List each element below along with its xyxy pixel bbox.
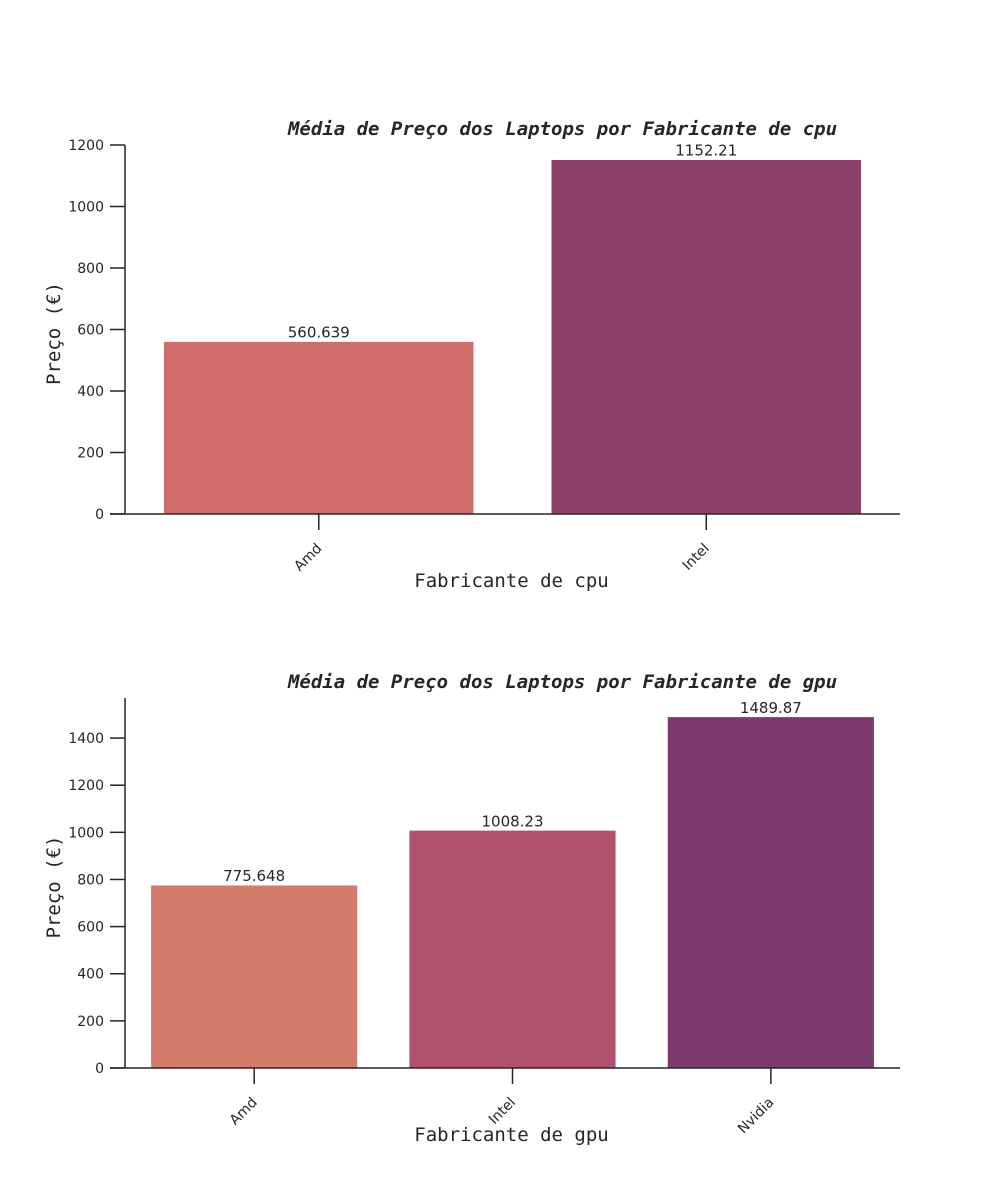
y-tick-label: 200 bbox=[77, 1014, 104, 1030]
y-tick-label: 600 bbox=[77, 323, 104, 339]
chart-2: Média de Preço dos Laptops por Fabricant… bbox=[43, 671, 900, 1146]
y-tick-label: 0 bbox=[95, 1061, 104, 1077]
x-tick-label-nvidia: Nvidia bbox=[735, 1095, 777, 1137]
x-axis-label: Fabricante de cpu bbox=[414, 570, 608, 592]
y-tick-label: 1000 bbox=[68, 200, 104, 216]
chart-1: Média de Preço dos Laptops por Fabricant… bbox=[43, 118, 900, 592]
bar-nvidia bbox=[667, 716, 875, 1069]
bar-value-label: 775.648 bbox=[223, 867, 285, 885]
x-tick-label-amd: Amd bbox=[227, 1095, 261, 1129]
bar-intel bbox=[551, 159, 862, 515]
y-tick-label: 400 bbox=[77, 967, 104, 983]
bar-value-label: 560.639 bbox=[288, 324, 350, 342]
y-tick-label: 1000 bbox=[68, 825, 104, 841]
y-axis-label: Preço (€) bbox=[43, 836, 65, 939]
y-tick-label: 800 bbox=[77, 872, 104, 888]
y-tick-label: 1200 bbox=[68, 778, 104, 794]
y-tick-label: 800 bbox=[77, 261, 104, 277]
bar-value-label: 1489.87 bbox=[740, 699, 802, 717]
y-tick-label: 600 bbox=[77, 920, 104, 936]
chart-title: Média de Preço dos Laptops por Fabricant… bbox=[287, 671, 837, 693]
y-tick-label: 1400 bbox=[68, 731, 104, 747]
y-tick-label: 400 bbox=[77, 384, 104, 400]
x-tick-label-intel: Intel bbox=[680, 541, 713, 574]
bar-value-label: 1008.23 bbox=[481, 812, 543, 830]
x-tick-label-intel: Intel bbox=[486, 1095, 519, 1128]
x-tick-label-amd: Amd bbox=[291, 541, 325, 575]
bar-value-label: 1152.21 bbox=[675, 142, 737, 160]
bar-amd bbox=[163, 341, 474, 515]
x-axis-label: Fabricante de gpu bbox=[414, 1124, 608, 1146]
y-tick-label: 0 bbox=[95, 507, 104, 523]
bar-amd bbox=[150, 884, 358, 1069]
bar-intel bbox=[408, 830, 617, 1069]
y-axis-label: Preço (€) bbox=[43, 282, 65, 385]
chart-title: Média de Preço dos Laptops por Fabricant… bbox=[287, 118, 837, 140]
y-tick-label: 1200 bbox=[68, 138, 104, 154]
y-tick-label: 200 bbox=[77, 446, 104, 462]
